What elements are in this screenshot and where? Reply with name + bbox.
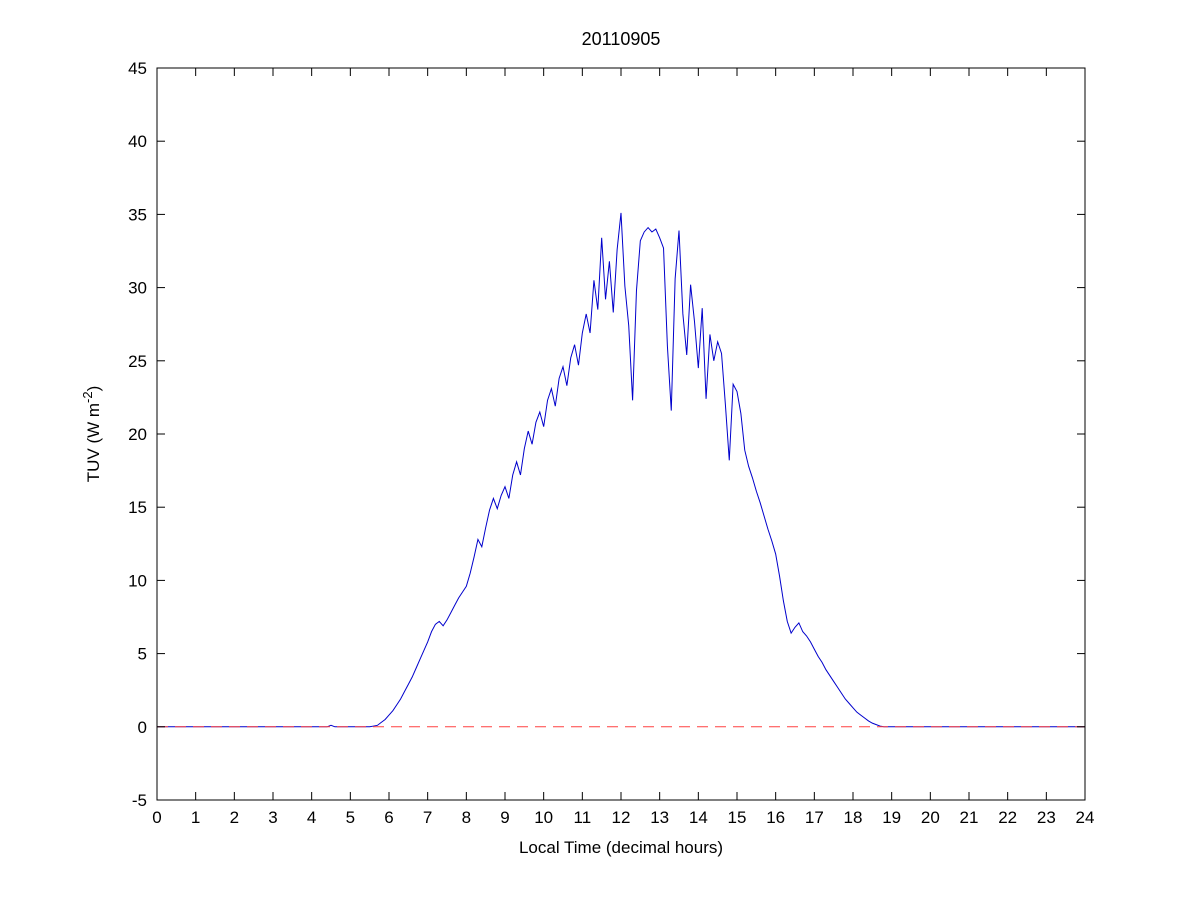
tuv-data-line <box>157 212 1085 728</box>
y-tick-label: 20 <box>128 425 147 444</box>
x-tick-label: 17 <box>805 808 824 827</box>
x-tick-label: 13 <box>650 808 669 827</box>
y-tick-label: 25 <box>128 352 147 371</box>
y-axis-ticks <box>157 67 1085 801</box>
y-tick-label: 0 <box>138 718 147 737</box>
plot-border <box>156 67 1086 801</box>
x-axis-label: Local Time (decimal hours) <box>519 838 723 857</box>
y-tick-label: -5 <box>132 791 147 810</box>
x-tick-label: 3 <box>268 808 277 827</box>
x-tick-label: 8 <box>462 808 471 827</box>
x-tick-label: 19 <box>882 808 901 827</box>
y-tick-label: 40 <box>128 132 147 151</box>
y-tick-label: 30 <box>128 279 147 298</box>
x-tick-label: 14 <box>689 808 708 827</box>
x-tick-label: 23 <box>1037 808 1056 827</box>
x-axis-tick-labels: 0 1 2 3 4 5 6 7 8 9 10 11 12 13 14 15 16 17 18 19 20 21 22 23 24 <box>152 808 1094 827</box>
x-tick-label: 24 <box>1076 808 1095 827</box>
y-tick-label: 10 <box>128 571 147 590</box>
x-tick-label: 6 <box>384 808 393 827</box>
x-tick-label: 10 <box>534 808 553 827</box>
x-tick-label: 16 <box>766 808 785 827</box>
x-tick-label: 11 <box>574 808 592 827</box>
y-tick-label: 5 <box>138 645 147 664</box>
x-tick-label: 18 <box>844 808 863 827</box>
chart-title: 20110905 <box>582 29 661 49</box>
x-tick-label: 21 <box>960 808 979 827</box>
y-tick-label: 45 <box>128 59 147 78</box>
y-tick-label: 15 <box>128 498 147 517</box>
x-tick-label: 5 <box>346 808 355 827</box>
y-axis-tick-labels: -5 0 5 10 15 20 25 30 35 40 45 <box>128 59 147 810</box>
x-tick-label: 22 <box>998 808 1017 827</box>
x-axis-ticks <box>156 68 1086 800</box>
x-tick-label: 1 <box>191 808 200 827</box>
x-tick-label: 9 <box>500 808 509 827</box>
x-tick-label: 4 <box>307 808 316 827</box>
x-tick-label: 2 <box>230 808 239 827</box>
x-tick-label: 0 <box>152 808 161 827</box>
x-tick-label: 12 <box>612 808 631 827</box>
x-tick-label: 20 <box>921 808 940 827</box>
y-axis-label: TUV (W m-2) <box>80 386 103 483</box>
x-tick-label: 7 <box>423 808 432 827</box>
y-tick-label: 35 <box>128 205 147 224</box>
data-series-layer <box>157 212 1085 728</box>
x-tick-label: 15 <box>728 808 747 827</box>
